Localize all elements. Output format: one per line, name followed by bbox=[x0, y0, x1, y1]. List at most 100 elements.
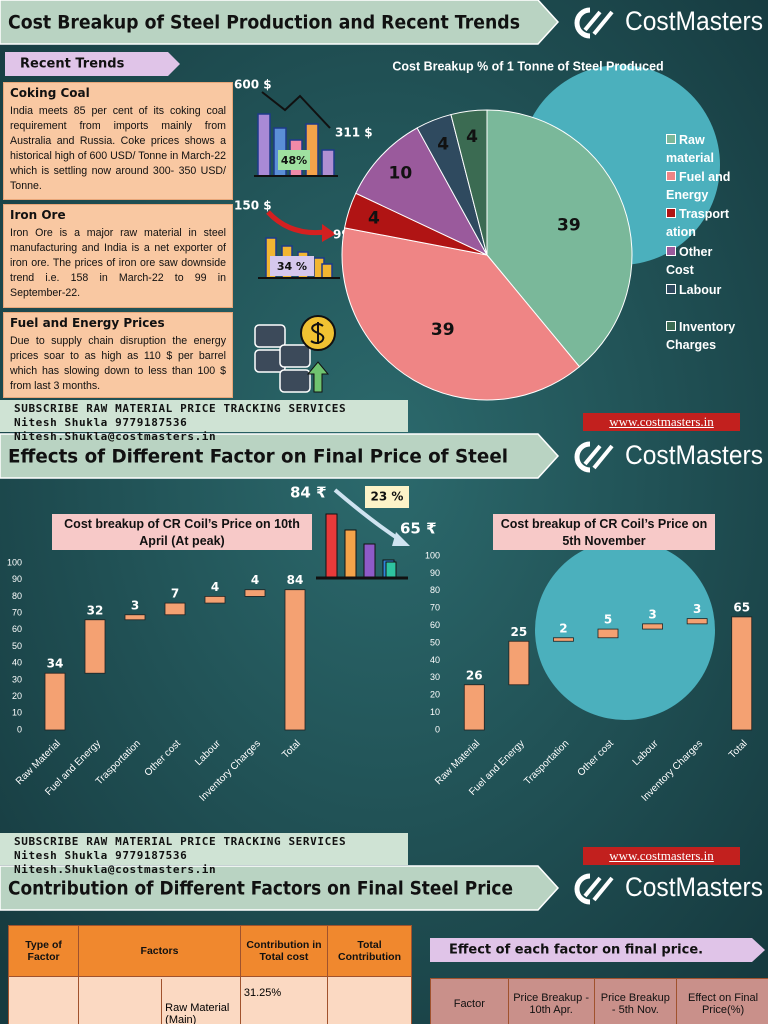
pie-value-label: 10 bbox=[388, 164, 412, 184]
table-cell: Raw Material (Main) bbox=[161, 979, 240, 1024]
value-label: 2 bbox=[559, 621, 567, 635]
y-tick-label: 70 bbox=[12, 607, 22, 617]
legend-item: Trasport ation bbox=[666, 205, 742, 241]
y-tick-label: 30 bbox=[430, 672, 440, 682]
value-label: 26 bbox=[466, 668, 483, 682]
bar bbox=[124, 614, 146, 621]
y-tick-label: 20 bbox=[12, 691, 22, 701]
bar bbox=[164, 602, 186, 616]
coin-icon bbox=[310, 322, 325, 344]
contact-line: SUBSCRIBE RAW MATERIAL PRICE TRACKING SE… bbox=[14, 402, 347, 415]
bar bbox=[204, 596, 226, 604]
contact-banner: SUBSCRIBE RAW MATERIAL PRICE TRACKING SE… bbox=[0, 400, 408, 443]
table-cell: Raw MaterialRaw Material (Main) bbox=[78, 976, 241, 1024]
trend-arrow-head bbox=[322, 224, 336, 242]
value-label: 3 bbox=[648, 607, 656, 621]
legend-item: Labour bbox=[666, 281, 742, 299]
table-cell: 31.25% bbox=[239, 976, 329, 1024]
value-label: 34 bbox=[47, 657, 64, 671]
y-tick-label: 0 bbox=[435, 724, 440, 734]
contact-line: SUBSCRIBE RAW MATERIAL PRICE TRACKING SE… bbox=[14, 835, 347, 848]
y-tick-label: 90 bbox=[12, 574, 22, 584]
icon-bar bbox=[363, 543, 376, 578]
y-tick-label: 10 bbox=[430, 707, 440, 717]
y-tick-label: 40 bbox=[12, 658, 22, 668]
trend-box: Iron Ore Iron Ore is a major raw material… bbox=[3, 204, 233, 308]
table-header: Type of Factor bbox=[7, 925, 80, 977]
bar bbox=[44, 672, 66, 731]
table-header-row: Factor Price Breakup - 10th Apr. Price Bre… bbox=[430, 978, 768, 1024]
header-title: Contribution of Different Factors on Fin… bbox=[8, 878, 513, 900]
website: www.costmasters.in bbox=[583, 413, 740, 431]
change-box bbox=[365, 486, 409, 508]
logo-icon bbox=[583, 876, 602, 898]
bar bbox=[84, 619, 106, 674]
legend-swatch bbox=[666, 246, 676, 256]
legend-swatch bbox=[666, 321, 676, 331]
trend-label: 48% bbox=[281, 154, 307, 167]
y-tick-label: 60 bbox=[430, 620, 440, 630]
value-label: 5 bbox=[604, 613, 612, 627]
tag bbox=[5, 52, 180, 76]
table-header: Factor bbox=[430, 978, 509, 1024]
table-row: Raw MaterialRaw Material (Main)31.25% bbox=[7, 976, 412, 1024]
trend-label: 600 $ bbox=[234, 78, 272, 92]
y-tick-label: 60 bbox=[12, 624, 22, 634]
trend-text: India meets 85 per cent of its coking co… bbox=[10, 105, 226, 192]
trend-box: Coking Coal India meets 85 per cent of it… bbox=[3, 82, 233, 200]
trend-heading: Iron Ore bbox=[10, 208, 66, 222]
header-title: Cost Breakup of Steel Production and Rec… bbox=[8, 12, 520, 34]
pie-value-label: 4 bbox=[368, 208, 380, 228]
table-header: Price Breakup - 5th Nov. bbox=[593, 978, 678, 1024]
y-tick-label: 100 bbox=[7, 557, 22, 567]
y-tick-label: 70 bbox=[430, 603, 440, 613]
logo-text: CostMasters bbox=[625, 440, 763, 470]
legend-label: Raw material bbox=[666, 133, 714, 165]
tag bbox=[430, 938, 765, 962]
change-box bbox=[278, 150, 310, 170]
legend-swatch bbox=[666, 284, 676, 294]
legend-label: Inventory Charges bbox=[666, 320, 736, 352]
y-tick-label: 10 bbox=[12, 708, 22, 718]
legend-item: Raw material bbox=[666, 131, 742, 167]
value-label: 84 bbox=[287, 573, 304, 587]
header-title: Effects of Different Factor on Final Pri… bbox=[8, 446, 508, 468]
tag-text: Recent Trends bbox=[20, 57, 125, 72]
pie-slice bbox=[486, 109, 633, 368]
header-banner bbox=[0, 0, 560, 45]
trend-heading: Coking Coal bbox=[10, 86, 90, 100]
contact-line: Nitesh Shukla 9779187536 Nitesh.Shukla@c… bbox=[14, 416, 217, 443]
website: www.costmasters.in bbox=[583, 847, 740, 865]
table-cell bbox=[327, 976, 412, 1024]
value-label: 7 bbox=[171, 587, 179, 601]
price-from: 84 ₹ bbox=[290, 484, 327, 502]
value-label: 4 bbox=[211, 580, 219, 594]
table-title: Effect of each factor on final price. bbox=[449, 943, 703, 958]
table-cell bbox=[7, 976, 80, 1024]
icon-bar bbox=[344, 529, 357, 578]
logo-icon bbox=[592, 10, 614, 36]
legend-label: Fuel and Energy bbox=[666, 170, 731, 202]
bar bbox=[642, 623, 663, 630]
price-change: 23 % bbox=[371, 490, 404, 504]
logo-text: CostMasters bbox=[625, 872, 763, 902]
trend-text: Due to supply chain disruption the energ… bbox=[10, 335, 226, 392]
legend-swatch bbox=[666, 134, 676, 144]
legend-swatch bbox=[666, 171, 676, 181]
value-label: 4 bbox=[251, 573, 259, 587]
trend-box: Fuel and Energy Prices Due to supply chai… bbox=[3, 312, 233, 398]
bar bbox=[597, 628, 619, 639]
y-tick-label: 50 bbox=[430, 637, 440, 647]
pie-value-label: 39 bbox=[431, 320, 455, 340]
icon-bar bbox=[385, 561, 397, 578]
icon-bar bbox=[325, 513, 338, 578]
logo-icon bbox=[592, 876, 614, 902]
trend-text: Iron Ore is a major raw material in stee… bbox=[10, 227, 226, 299]
pie-value-label: 4 bbox=[466, 127, 478, 147]
table-header: Factors bbox=[78, 925, 241, 977]
bar bbox=[553, 637, 574, 642]
logo-icon bbox=[574, 7, 591, 39]
icon-bar bbox=[321, 149, 335, 177]
header-banner bbox=[0, 865, 560, 911]
